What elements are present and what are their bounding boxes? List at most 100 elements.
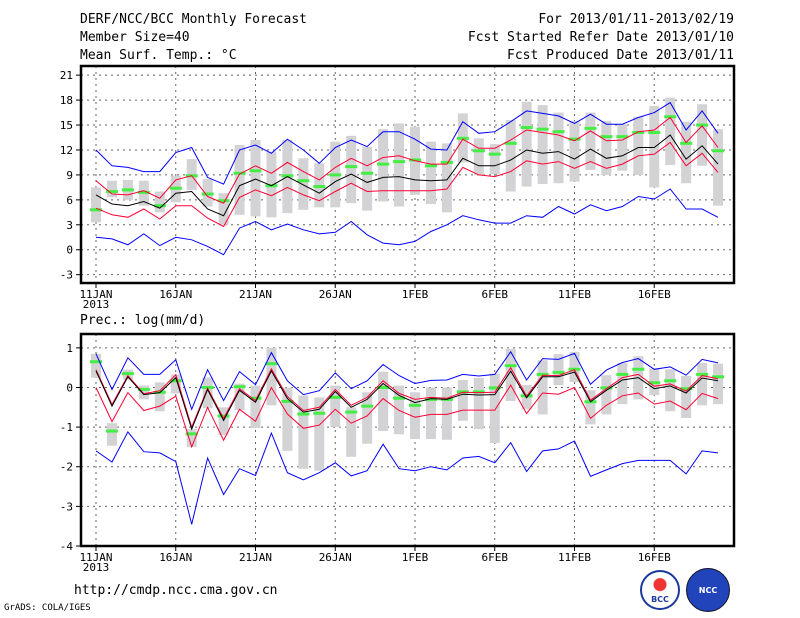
- ensemble-range-bar: [91, 353, 101, 378]
- green-mark: [121, 372, 134, 376]
- ensemble-range-bar: [330, 385, 341, 428]
- y-tick-label: 15: [60, 119, 73, 132]
- y-tick-label: 12: [60, 144, 73, 157]
- green-mark: [329, 395, 342, 399]
- green-mark: [393, 160, 406, 164]
- ensemble-range-bar: [138, 385, 149, 400]
- green-mark: [472, 149, 485, 153]
- green-mark: [536, 127, 549, 131]
- green-mark: [313, 185, 326, 189]
- ensemble-range-bar: [601, 375, 612, 415]
- ensemble-range-bar: [713, 129, 724, 206]
- green-mark: [712, 149, 725, 153]
- x-tick-label: 16JAN: [159, 551, 192, 564]
- y-tick-label: 3: [66, 219, 73, 232]
- ensemble-range-bar: [425, 141, 436, 205]
- x-tick-label: 11JAN: [79, 551, 112, 564]
- x-tick-year: 2013: [83, 561, 110, 574]
- ensemble-range-bar: [617, 362, 628, 405]
- y-tick-label: 6: [66, 194, 73, 207]
- ensemble-range-bar: [218, 193, 229, 225]
- ensemble-range-bar: [681, 376, 692, 419]
- y-tick-label: 18: [60, 94, 73, 107]
- green-mark: [488, 386, 501, 390]
- x-tick-label: 1FEB: [402, 551, 429, 564]
- ensemble-range-bar: [106, 423, 117, 446]
- ensemble-range-bar: [505, 349, 516, 401]
- green-mark: [632, 367, 645, 371]
- series-line-mean: [95, 369, 719, 431]
- series-line-mean-sd: [95, 366, 719, 429]
- y-tick-label: -3: [60, 500, 73, 513]
- green-mark: [664, 115, 677, 119]
- ensemble-range-bar: [537, 360, 548, 415]
- green-mark: [249, 169, 262, 173]
- green-mark: [297, 412, 310, 416]
- series-line-min: [95, 430, 719, 525]
- precip-chart: -4 -3 -2 -1 0 1 11JAN 16JAN 21JAN 26JAN 1FEB 6FEB 11…: [60, 332, 736, 574]
- green-mark: [185, 432, 198, 436]
- green-mark: [600, 386, 613, 390]
- green-mark: [393, 396, 406, 400]
- ensemble-range-bar: [505, 120, 516, 192]
- ensemble-range-bar: [266, 347, 277, 406]
- green-mark: [504, 141, 517, 145]
- x-tick-year: 2013: [83, 298, 110, 311]
- ensemble-range-bar: [649, 105, 660, 188]
- green-mark: [345, 165, 358, 169]
- ensemble-range-bar: [314, 397, 325, 471]
- series-line-max: [95, 350, 719, 411]
- y-tick-label: 9: [66, 169, 73, 182]
- ensemble-range-bar: [362, 146, 373, 211]
- ensemble-range-bar: [346, 407, 357, 457]
- green-mark: [616, 135, 629, 139]
- green-mark: [504, 364, 517, 368]
- x-tick-label: 16FEB: [638, 288, 671, 301]
- ensemble-range-bar: [569, 351, 580, 382]
- x-tick-label: 16JAN: [159, 288, 192, 301]
- plot-frame: [79, 332, 736, 548]
- green-mark: [121, 188, 134, 192]
- ensemble-range-bar: [521, 101, 532, 187]
- precip-label: Prec.: log(mm/d): [80, 313, 206, 328]
- ensemble-range-bar: [170, 374, 181, 394]
- forecast-period: For 2013/01/11-2013/02/19: [538, 12, 734, 27]
- green-mark: [488, 152, 501, 156]
- plot-frame: [79, 64, 736, 285]
- green-mark: [361, 404, 374, 408]
- ensemble-range-bar: [457, 379, 468, 421]
- green-mark: [648, 381, 661, 385]
- ensemble-range-bar: [681, 121, 692, 184]
- ensemble-range-bar: [697, 104, 708, 166]
- green-mark: [265, 362, 278, 366]
- ncc-logo: NCC: [686, 568, 730, 612]
- fcst-started-date: Fcst Started Refer Date 2013/01/10: [467, 30, 734, 45]
- ensemble-range-bar: [473, 138, 484, 175]
- green-mark: [361, 171, 374, 175]
- y-tick-label: -1: [60, 421, 73, 434]
- ensemble-range-bar: [489, 144, 500, 175]
- x-tick-label: 6FEB: [482, 551, 509, 564]
- ensemble-range-bar: [91, 187, 101, 223]
- ensemble-range-bar: [441, 143, 452, 213]
- green-mark: [153, 204, 166, 208]
- ensemble-range-bar: [250, 385, 261, 428]
- green-mark: [632, 131, 645, 135]
- green-mark: [377, 385, 390, 389]
- series-line-min: [95, 188, 719, 256]
- member-size: Member Size=40: [80, 30, 190, 45]
- green-mark: [90, 360, 102, 364]
- ensemble-range-bar: [346, 135, 357, 204]
- source-url[interactable]: http://cmdp.ncc.cma.gov.cn: [74, 583, 278, 598]
- ensemble-range-bar: [298, 158, 309, 210]
- green-mark: [680, 141, 693, 145]
- green-mark: [169, 186, 182, 190]
- variable-label: Mean Surf. Temp.: °C: [80, 48, 237, 63]
- ncc-logo-text: NCC: [698, 585, 718, 595]
- green-mark: [409, 158, 421, 162]
- ensemble-range-bar: [617, 124, 628, 171]
- ensemble-range-bar: [633, 116, 644, 175]
- green-mark: [105, 429, 118, 433]
